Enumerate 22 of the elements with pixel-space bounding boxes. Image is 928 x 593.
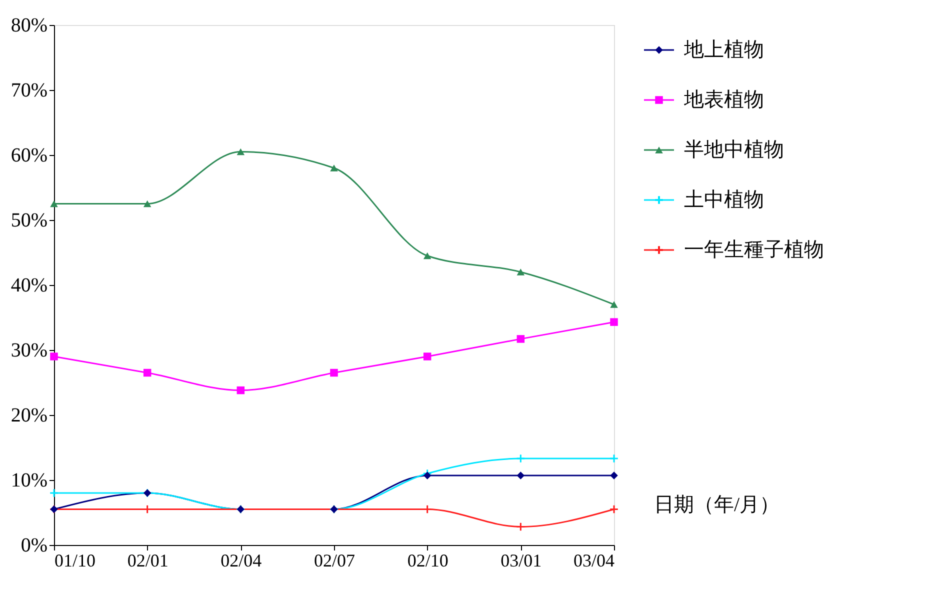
- y-tick-label: 40%: [10, 274, 48, 296]
- y-tick-label: 10%: [10, 470, 48, 492]
- y-tick-label: 60%: [10, 144, 48, 166]
- x-tick-label: 02/10: [407, 550, 448, 570]
- y-tick-label: 0%: [20, 534, 48, 556]
- x-tick-label: 02/04: [220, 550, 262, 570]
- x-tick-label: 02/07: [314, 550, 356, 570]
- y-tick-label: 70%: [10, 80, 48, 102]
- legend-label: 半地中植物: [684, 139, 784, 161]
- x-tick-label: 03/04: [573, 550, 614, 570]
- y-tick-label: 50%: [10, 210, 48, 232]
- legend-label: 土中植物: [684, 189, 764, 211]
- x-axis-title: 日期（年/月）: [654, 494, 780, 516]
- x-tick-label: 01/10: [54, 550, 96, 570]
- x-tick-label: 02/01: [127, 550, 168, 570]
- y-tick-label: 20%: [10, 404, 48, 426]
- x-tick-label: 03/01: [500, 550, 542, 570]
- y-tick-label: 30%: [10, 340, 48, 362]
- legend-label: 地表植物: [683, 89, 764, 111]
- legend-label: 一年生種子植物: [684, 239, 824, 261]
- legend-label: 地上植物: [683, 39, 764, 61]
- y-tick-label: 80%: [10, 14, 48, 36]
